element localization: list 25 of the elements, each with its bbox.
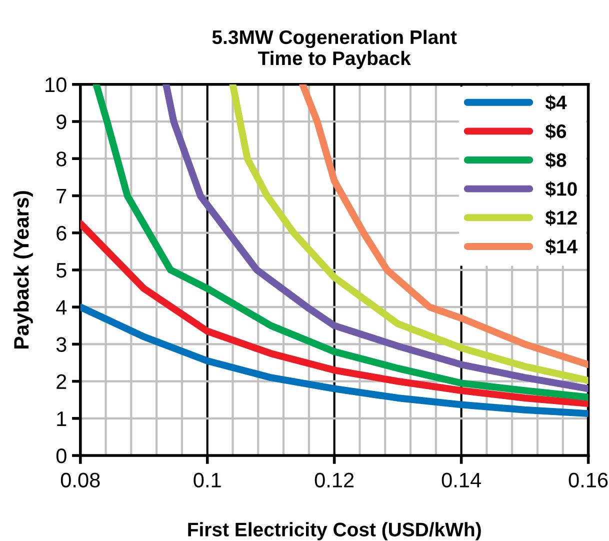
x-tick-label: 0.14 (442, 472, 481, 488)
legend-label: $10 (545, 181, 577, 198)
x-tick-label: 0.16 (568, 472, 608, 488)
x-tick-label: 0.12 (314, 472, 354, 488)
y-tick-label: 8 (56, 152, 66, 166)
y-axis-title: Payback (Years) (13, 191, 33, 348)
y-tick-label: 3 (56, 337, 66, 352)
y-tick-label: 5 (56, 263, 66, 278)
y-tick-label: 7 (56, 188, 66, 204)
legend-label: $6 (545, 124, 566, 140)
chart-title: 5.3MW Cogeneration Plant Time to Payback (212, 30, 457, 69)
legend-label: $8 (545, 152, 566, 168)
legend-label: $4 (545, 94, 567, 111)
y-tick-label: 9 (56, 114, 66, 130)
x-tick-label: 0.08 (60, 472, 100, 488)
y-tick-label: 1 (57, 412, 66, 426)
y-tick-label: 0 (56, 448, 66, 464)
y-tick-label: 10 (46, 77, 66, 92)
y-tick-label: 2 (56, 374, 66, 389)
legend-label: $14 (545, 238, 578, 255)
y-tick-label: 6 (56, 226, 66, 241)
y-tick-label: 4 (56, 300, 67, 315)
x-tick-label: 0.1 (194, 472, 221, 488)
x-axis-title: First Electricity Cost (USD/kWh) (188, 522, 481, 540)
legend-label: $12 (545, 210, 577, 226)
